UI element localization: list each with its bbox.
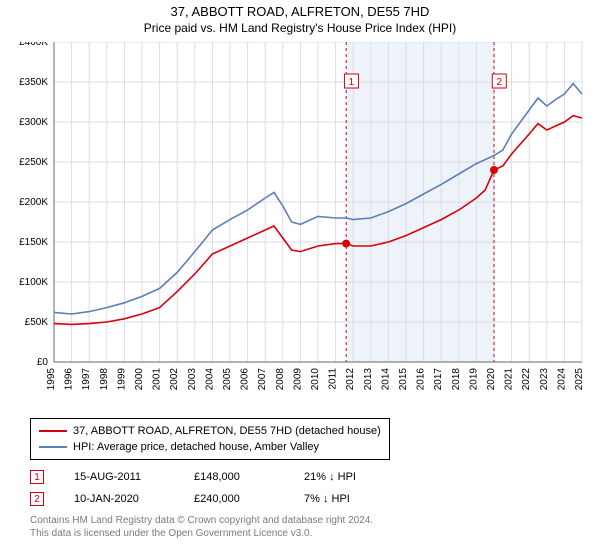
svg-text:£250K: £250K bbox=[19, 157, 48, 168]
marker-price: £240,000 bbox=[194, 493, 274, 505]
legend-row: HPI: Average price, detached house, Ambe… bbox=[39, 439, 381, 455]
marker-row: 2 10-JAN-2020 £240,000 7% ↓ HPI bbox=[30, 490, 570, 508]
marker-pct: 7% ↓ HPI bbox=[304, 493, 404, 505]
svg-text:1999: 1999 bbox=[116, 368, 127, 391]
svg-text:2002: 2002 bbox=[169, 368, 180, 391]
sale-markers-table: 1 15-AUG-2011 £148,000 21% ↓ HPI 2 10-JAN-202… bbox=[30, 468, 570, 508]
svg-text:2023: 2023 bbox=[539, 368, 550, 391]
svg-text:2025: 2025 bbox=[574, 368, 585, 391]
svg-text:£150K: £150K bbox=[19, 237, 48, 248]
marker-date: 10-JAN-2020 bbox=[74, 493, 164, 505]
svg-text:2021: 2021 bbox=[504, 368, 515, 391]
price-chart: £0 £50K £100K £150K £200K £250K £300K £350K £400… bbox=[0, 42, 600, 412]
svg-text:1997: 1997 bbox=[81, 368, 92, 391]
svg-text:1996: 1996 bbox=[64, 368, 75, 391]
svg-text:£200K: £200K bbox=[19, 197, 48, 208]
svg-text:2000: 2000 bbox=[134, 368, 145, 391]
svg-text:1: 1 bbox=[349, 77, 355, 88]
svg-text:2005: 2005 bbox=[222, 368, 233, 391]
marker-number-box: 1 bbox=[30, 470, 44, 484]
marker-row: 1 15-AUG-2011 £148,000 21% ↓ HPI bbox=[30, 468, 570, 486]
legend-row: 37, ABBOTT ROAD, ALFRETON, DE55 7HD (det… bbox=[39, 423, 381, 439]
svg-text:2015: 2015 bbox=[398, 368, 409, 391]
svg-text:2004: 2004 bbox=[204, 368, 215, 391]
svg-text:2017: 2017 bbox=[433, 368, 444, 391]
titles: 37, ABBOTT ROAD, ALFRETON, DE55 7HD Pric… bbox=[0, 0, 600, 35]
svg-text:2009: 2009 bbox=[292, 368, 303, 391]
marker-number-box: 2 bbox=[30, 492, 44, 506]
disclaimer-line1: Contains HM Land Registry data © Crown c… bbox=[30, 514, 570, 527]
svg-text:2024: 2024 bbox=[556, 368, 567, 391]
svg-text:2012: 2012 bbox=[345, 368, 356, 391]
svg-text:2011: 2011 bbox=[328, 368, 339, 390]
legend-label: 37, ABBOTT ROAD, ALFRETON, DE55 7HD (det… bbox=[73, 425, 381, 437]
svg-text:2018: 2018 bbox=[451, 368, 462, 391]
svg-text:£100K: £100K bbox=[19, 277, 48, 288]
disclaimer-line2: This data is licensed under the Open Gov… bbox=[30, 527, 570, 540]
svg-text:2019: 2019 bbox=[468, 368, 479, 391]
svg-text:2007: 2007 bbox=[257, 368, 268, 391]
title-line1: 37, ABBOTT ROAD, ALFRETON, DE55 7HD bbox=[0, 4, 600, 19]
svg-text:2008: 2008 bbox=[275, 368, 286, 391]
svg-text:2001: 2001 bbox=[152, 368, 163, 391]
svg-text:£350K: £350K bbox=[19, 77, 48, 88]
svg-text:2013: 2013 bbox=[363, 368, 374, 391]
svg-text:2010: 2010 bbox=[310, 368, 321, 391]
figure-root: 37, ABBOTT ROAD, ALFRETON, DE55 7HD Pric… bbox=[0, 0, 600, 560]
svg-text:2: 2 bbox=[496, 77, 502, 88]
legend-label: HPI: Average price, detached house, Ambe… bbox=[73, 441, 319, 453]
svg-text:2022: 2022 bbox=[521, 368, 532, 391]
marker-pct: 21% ↓ HPI bbox=[304, 471, 404, 483]
svg-text:2016: 2016 bbox=[416, 368, 427, 391]
legend-swatch bbox=[39, 430, 67, 432]
svg-text:1995: 1995 bbox=[46, 368, 57, 391]
svg-text:2014: 2014 bbox=[380, 368, 391, 391]
below-chart: 37, ABBOTT ROAD, ALFRETON, DE55 7HD (det… bbox=[30, 418, 570, 540]
svg-text:1998: 1998 bbox=[99, 368, 110, 391]
svg-text:£300K: £300K bbox=[19, 117, 48, 128]
svg-text:£0: £0 bbox=[37, 357, 49, 368]
disclaimer: Contains HM Land Registry data © Crown c… bbox=[30, 514, 570, 540]
svg-text:£400K: £400K bbox=[19, 42, 48, 48]
marker-date: 15-AUG-2011 bbox=[74, 471, 164, 483]
legend-swatch bbox=[39, 446, 67, 448]
svg-text:2006: 2006 bbox=[240, 368, 251, 391]
title-line2: Price paid vs. HM Land Registry's House … bbox=[0, 21, 600, 35]
marker-price: £148,000 bbox=[194, 471, 274, 483]
svg-text:2003: 2003 bbox=[187, 368, 198, 391]
svg-text:£50K: £50K bbox=[25, 317, 49, 328]
legend-box: 37, ABBOTT ROAD, ALFRETON, DE55 7HD (det… bbox=[30, 418, 390, 460]
svg-text:2020: 2020 bbox=[486, 368, 497, 391]
